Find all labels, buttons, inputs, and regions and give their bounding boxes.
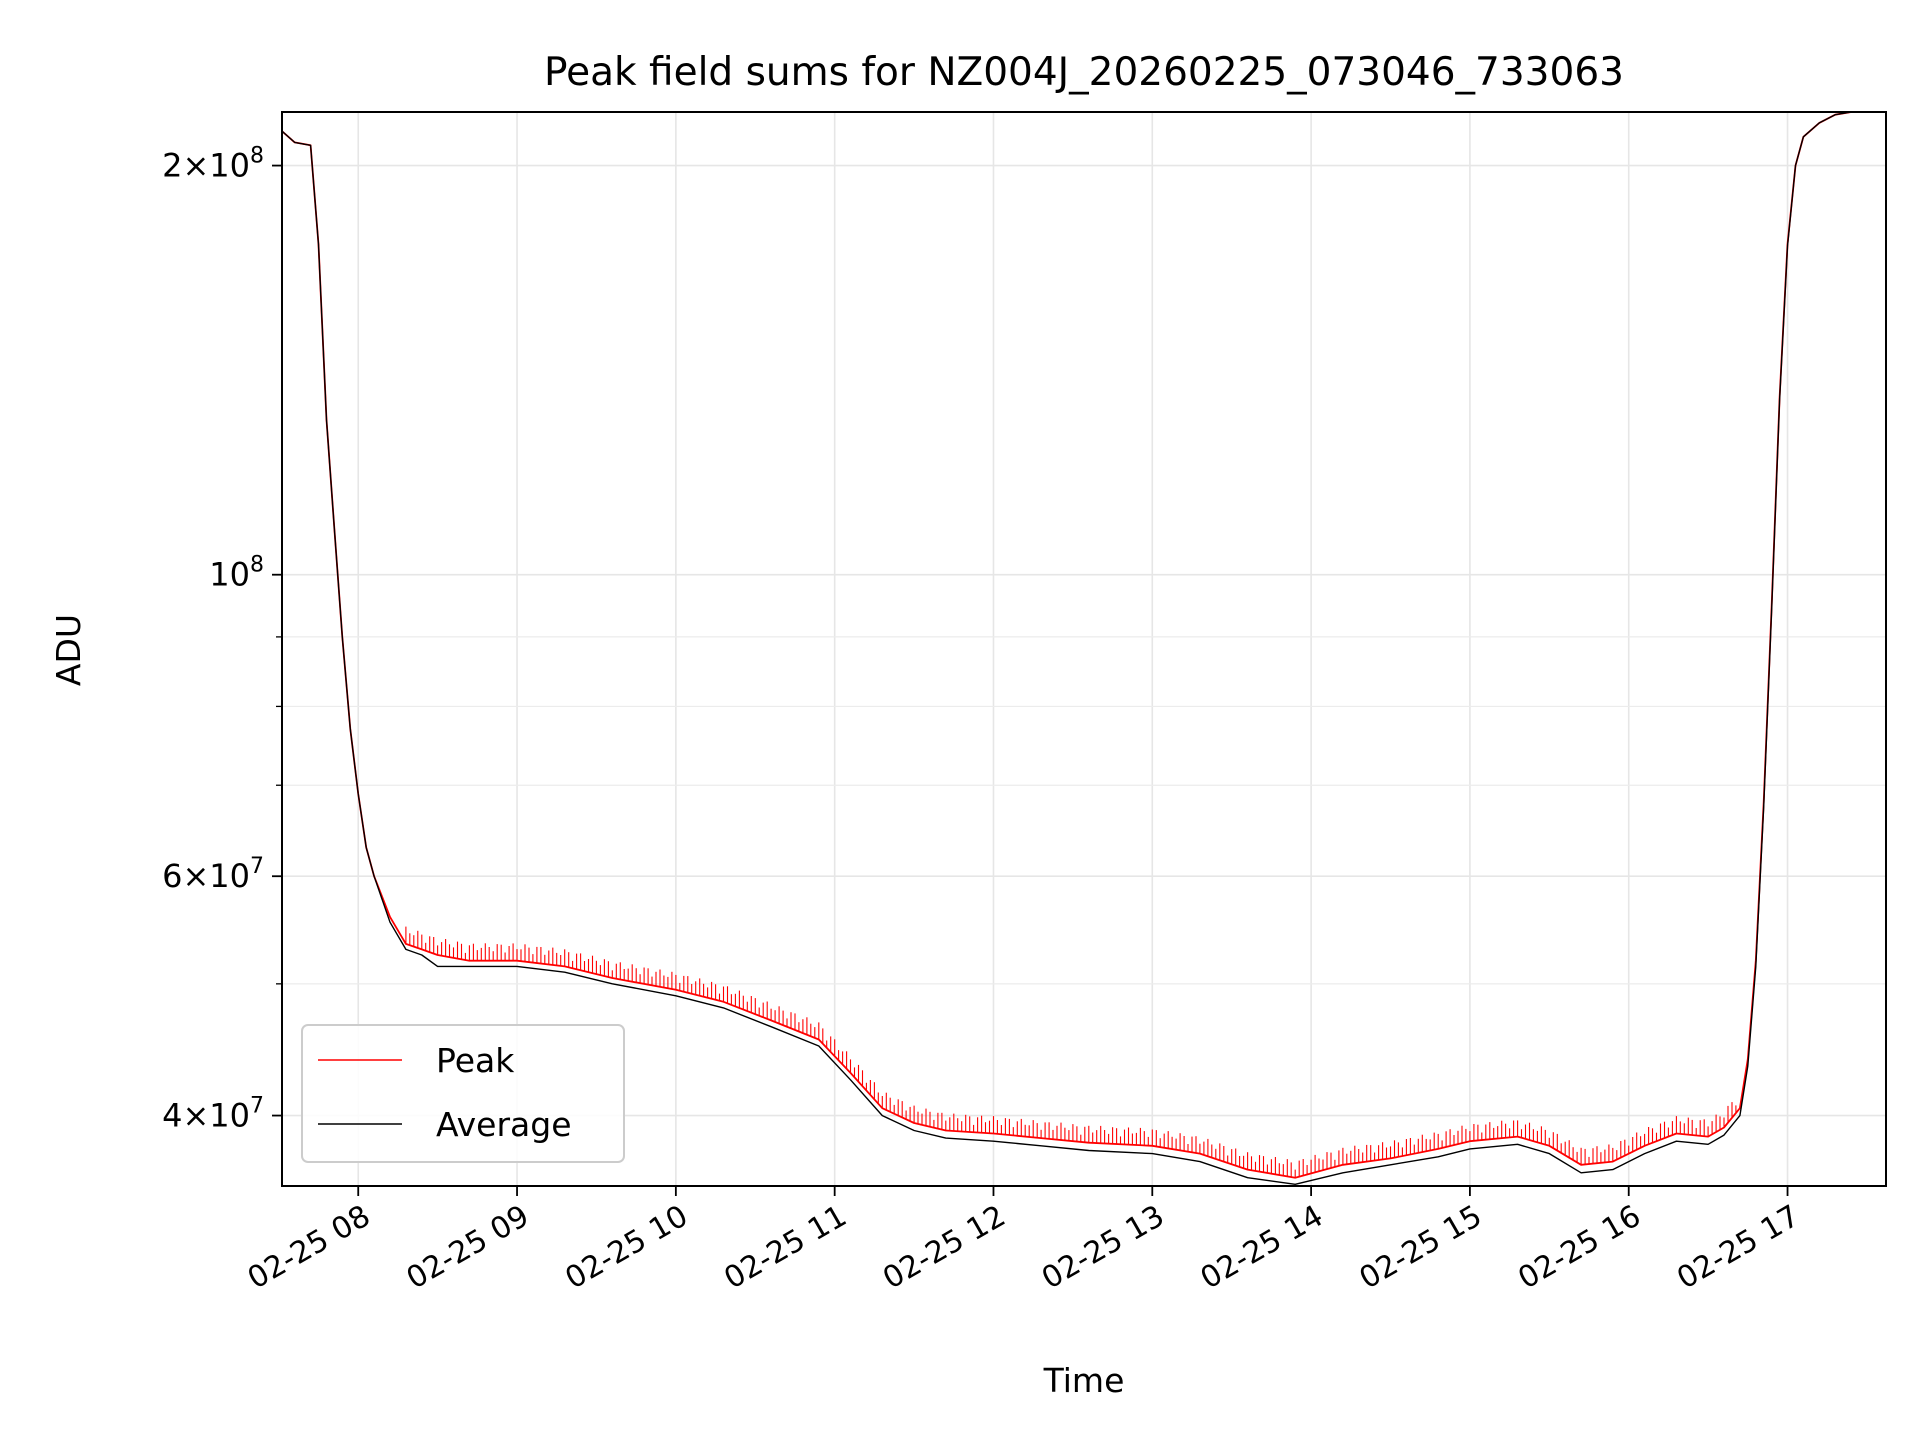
- y-axis-label: ADU: [49, 614, 88, 686]
- chart-title: Peak field sums for NZ004J_20260225_0730…: [544, 50, 1624, 95]
- grid-layer: [282, 112, 1886, 1186]
- x-axis-label: Time: [1043, 1361, 1125, 1400]
- series-line-average: [282, 112, 1856, 1185]
- legend-label-average: Average: [436, 1105, 572, 1144]
- y-tick-label: 4×107: [162, 1094, 264, 1135]
- y-tick-label: 6×107: [162, 854, 264, 895]
- legend-label-peak: Peak: [436, 1041, 515, 1080]
- series-layer: [282, 112, 1857, 1185]
- y-tick-label: 108: [209, 553, 264, 594]
- y-tick-label: 2×108: [162, 144, 264, 185]
- plot-frame: [281, 111, 1887, 1187]
- legend: Peak Average: [301, 1024, 625, 1163]
